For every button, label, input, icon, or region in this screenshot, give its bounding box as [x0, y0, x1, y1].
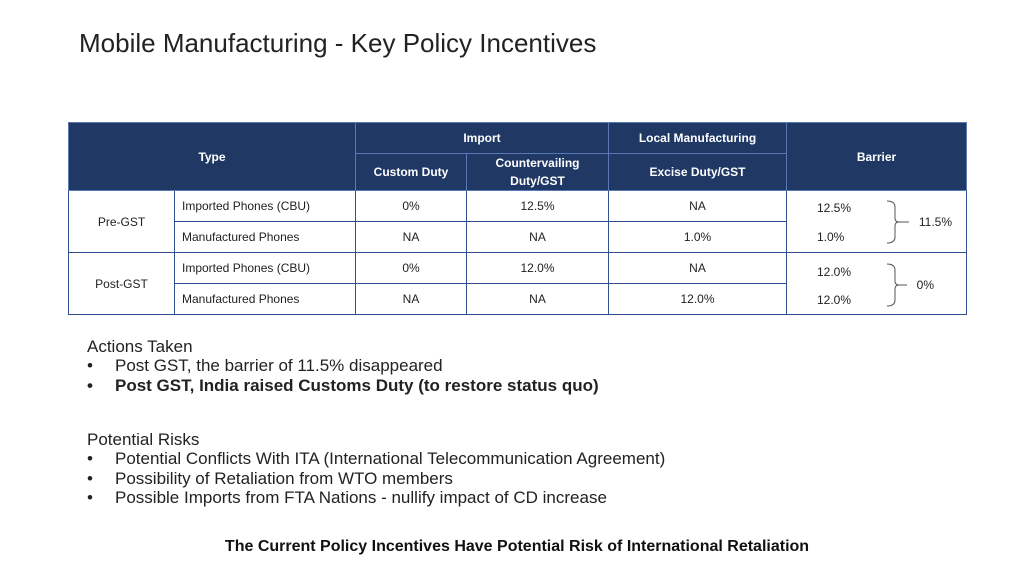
header-excise: Excise Duty/GST: [608, 153, 787, 191]
table-row: Post-GST Imported Phones (CBU) 0% 12.0% …: [68, 252, 967, 315]
barrier-cell-post-gst: 12.0% 12.0% 0%: [786, 252, 967, 315]
barrier-result: 11.5%: [918, 215, 952, 229]
row-type: Manufactured Phones: [174, 283, 356, 315]
group-label-pre-gst: Pre-GST: [68, 190, 175, 253]
barrier-value: 12.0%: [817, 265, 852, 279]
row-type: Manufactured Phones: [174, 221, 356, 253]
cell-countervailing: NA: [466, 221, 609, 253]
cell-excise: 1.0%: [608, 221, 787, 253]
table-row: Pre-GST Imported Phones (CBU) 0% 12.5% N…: [68, 190, 967, 253]
header-import: Import: [355, 122, 609, 154]
cell-custom-duty: 0%: [355, 252, 467, 284]
list-item: • Potential Conflicts With ITA (Internati…: [87, 449, 666, 468]
cell-countervailing: NA: [466, 283, 609, 315]
risks-section: Potential Risks • Potential Conflicts Wit…: [87, 430, 665, 508]
cell-custom-duty: 0%: [355, 190, 467, 222]
cell-excise: 12.0%: [608, 283, 787, 315]
table-row: Manufactured Phones NA NA 1.0%: [69, 221, 967, 253]
table-row: Manufactured Phones NA NA 12.0%: [69, 283, 967, 315]
barrier-value: 12.0%: [817, 293, 852, 307]
footer-statement: The Current Policy Incentives Have Poten…: [224, 538, 810, 555]
cell-custom-duty: NA: [355, 283, 467, 315]
actions-heading: Actions Taken: [87, 337, 193, 356]
header-custom-duty: Custom Duty: [355, 153, 467, 191]
cell-countervailing: 12.5%: [466, 190, 609, 222]
barrier-cell-pre-gst: 12.5% 1.0% 11.5%: [786, 190, 967, 253]
page-title: Mobile Manufacturing - Key Policy Incent…: [79, 28, 597, 58]
header-countervailing: Countervailing Duty/GST: [466, 153, 609, 191]
list-item: • Post GST, the barrier of 11.5% disappea…: [87, 356, 443, 375]
header-type: Type: [68, 122, 356, 191]
row-type: Imported Phones (CBU): [174, 252, 356, 284]
policy-table: Type Import Local Manufacturing Barrier …: [68, 122, 967, 315]
brace-icon: [886, 263, 907, 307]
header-barrier: Barrier: [786, 122, 967, 191]
cell-countervailing: 12.0%: [466, 252, 609, 284]
barrier-result: 0%: [916, 278, 934, 292]
header-local-manufacturing: Local Manufacturing: [608, 122, 787, 154]
list-item: • Possible Imports from FTA Nations - nul…: [87, 488, 607, 507]
cell-excise: NA: [608, 252, 787, 284]
barrier-value: 1.0%: [817, 230, 845, 244]
barrier-value: 12.5%: [817, 201, 852, 215]
brace-icon: [886, 200, 909, 244]
cell-custom-duty: NA: [355, 221, 467, 253]
list-item: • Post GST, India raised Customs Duty (to…: [87, 375, 599, 395]
actions-section: Actions Taken • Post GST, the barrier of …: [87, 337, 599, 395]
group-label-post-gst: Post-GST: [68, 252, 175, 315]
list-item: • Possibility of Retaliation from WTO mem…: [87, 468, 453, 488]
risks-heading: Potential Risks: [87, 430, 200, 449]
cell-excise: NA: [608, 190, 787, 222]
row-type: Imported Phones (CBU): [174, 190, 356, 222]
